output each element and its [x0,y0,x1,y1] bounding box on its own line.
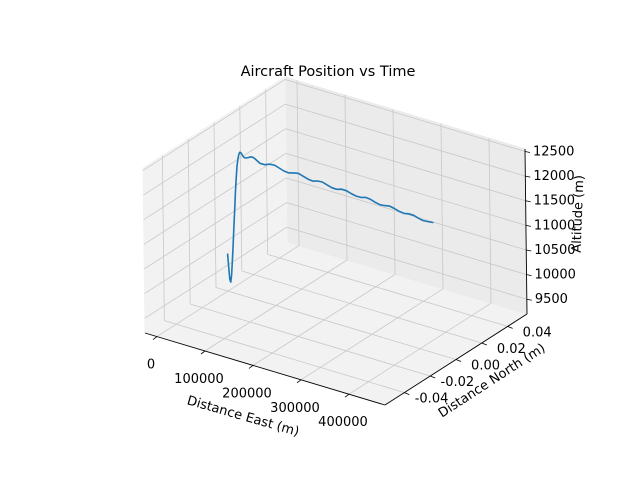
grid-z-back [286,226,527,300]
z-tick-label: 11000 [534,218,575,233]
grid-z-left [142,79,286,171]
grid-z-back [285,128,526,202]
x-axis-line [144,332,386,406]
x-tick-mark [200,350,206,355]
z-tick-mark [525,200,531,203]
grid-z-left [143,128,286,221]
z-tick-mark [525,175,531,178]
grid-z-back [286,202,527,275]
z-tick-mark [526,249,532,252]
grid-z-left [144,202,287,294]
series-line-0 [226,151,434,283]
grid-y-floor [267,254,508,327]
y-tick-label: -0.04 [415,392,449,407]
z-tick-label: 12000 [533,169,574,184]
y-tick-label: 0.02 [497,342,526,357]
grid-y-floor [190,303,431,377]
y-tick-label: 0.00 [471,359,500,374]
axes-grid [142,79,527,395]
grid-z-left [144,177,287,270]
x-tick-mark [152,336,158,340]
y-tick-mark [507,326,513,329]
x-tick-label: 400000 [318,415,368,430]
x-tick-label: 300000 [270,401,320,416]
grid-z-left [143,103,286,196]
grid-y-floor [241,270,482,344]
grid-z-left [144,226,288,319]
data-series [226,151,434,283]
z-tick-label: 10000 [535,268,576,283]
y-tick-label: 0.04 [523,325,552,340]
z-tick-label: 11500 [534,194,575,209]
z-tick-mark [526,274,532,276]
z-tick-mark [526,298,532,301]
z-axis-line [524,148,528,315]
y-tick-label: -0.02 [441,375,475,390]
z-tick-label: 12500 [533,144,574,159]
x-tick-mark [296,379,302,384]
z-tick-label: 9500 [535,292,568,307]
grid-z-back [285,103,526,177]
y-tick-mark [404,392,410,395]
grid-z-left [143,153,287,245]
x-tick-mark [248,365,254,369]
y-tick-mark [481,342,487,346]
x-tick-label: 100000 [174,372,224,387]
grid-z-back [285,152,527,226]
grid-y-floor [215,287,457,360]
grid-y-floor [164,320,405,393]
x-tick-label: 200000 [222,386,272,401]
z-tick-label: 10500 [534,243,575,258]
z-axis-label: Altitude (m) [570,175,588,253]
x-tick-mark [344,393,350,398]
y-tick-mark [455,359,462,362]
x-tick-label: 0 [147,358,155,373]
chart-title: Aircraft Position vs Time [240,64,416,80]
z-tick-mark [525,224,532,227]
y-tick-mark [430,375,436,379]
grid-z-back [284,79,526,152]
z-tick-mark [524,151,531,153]
